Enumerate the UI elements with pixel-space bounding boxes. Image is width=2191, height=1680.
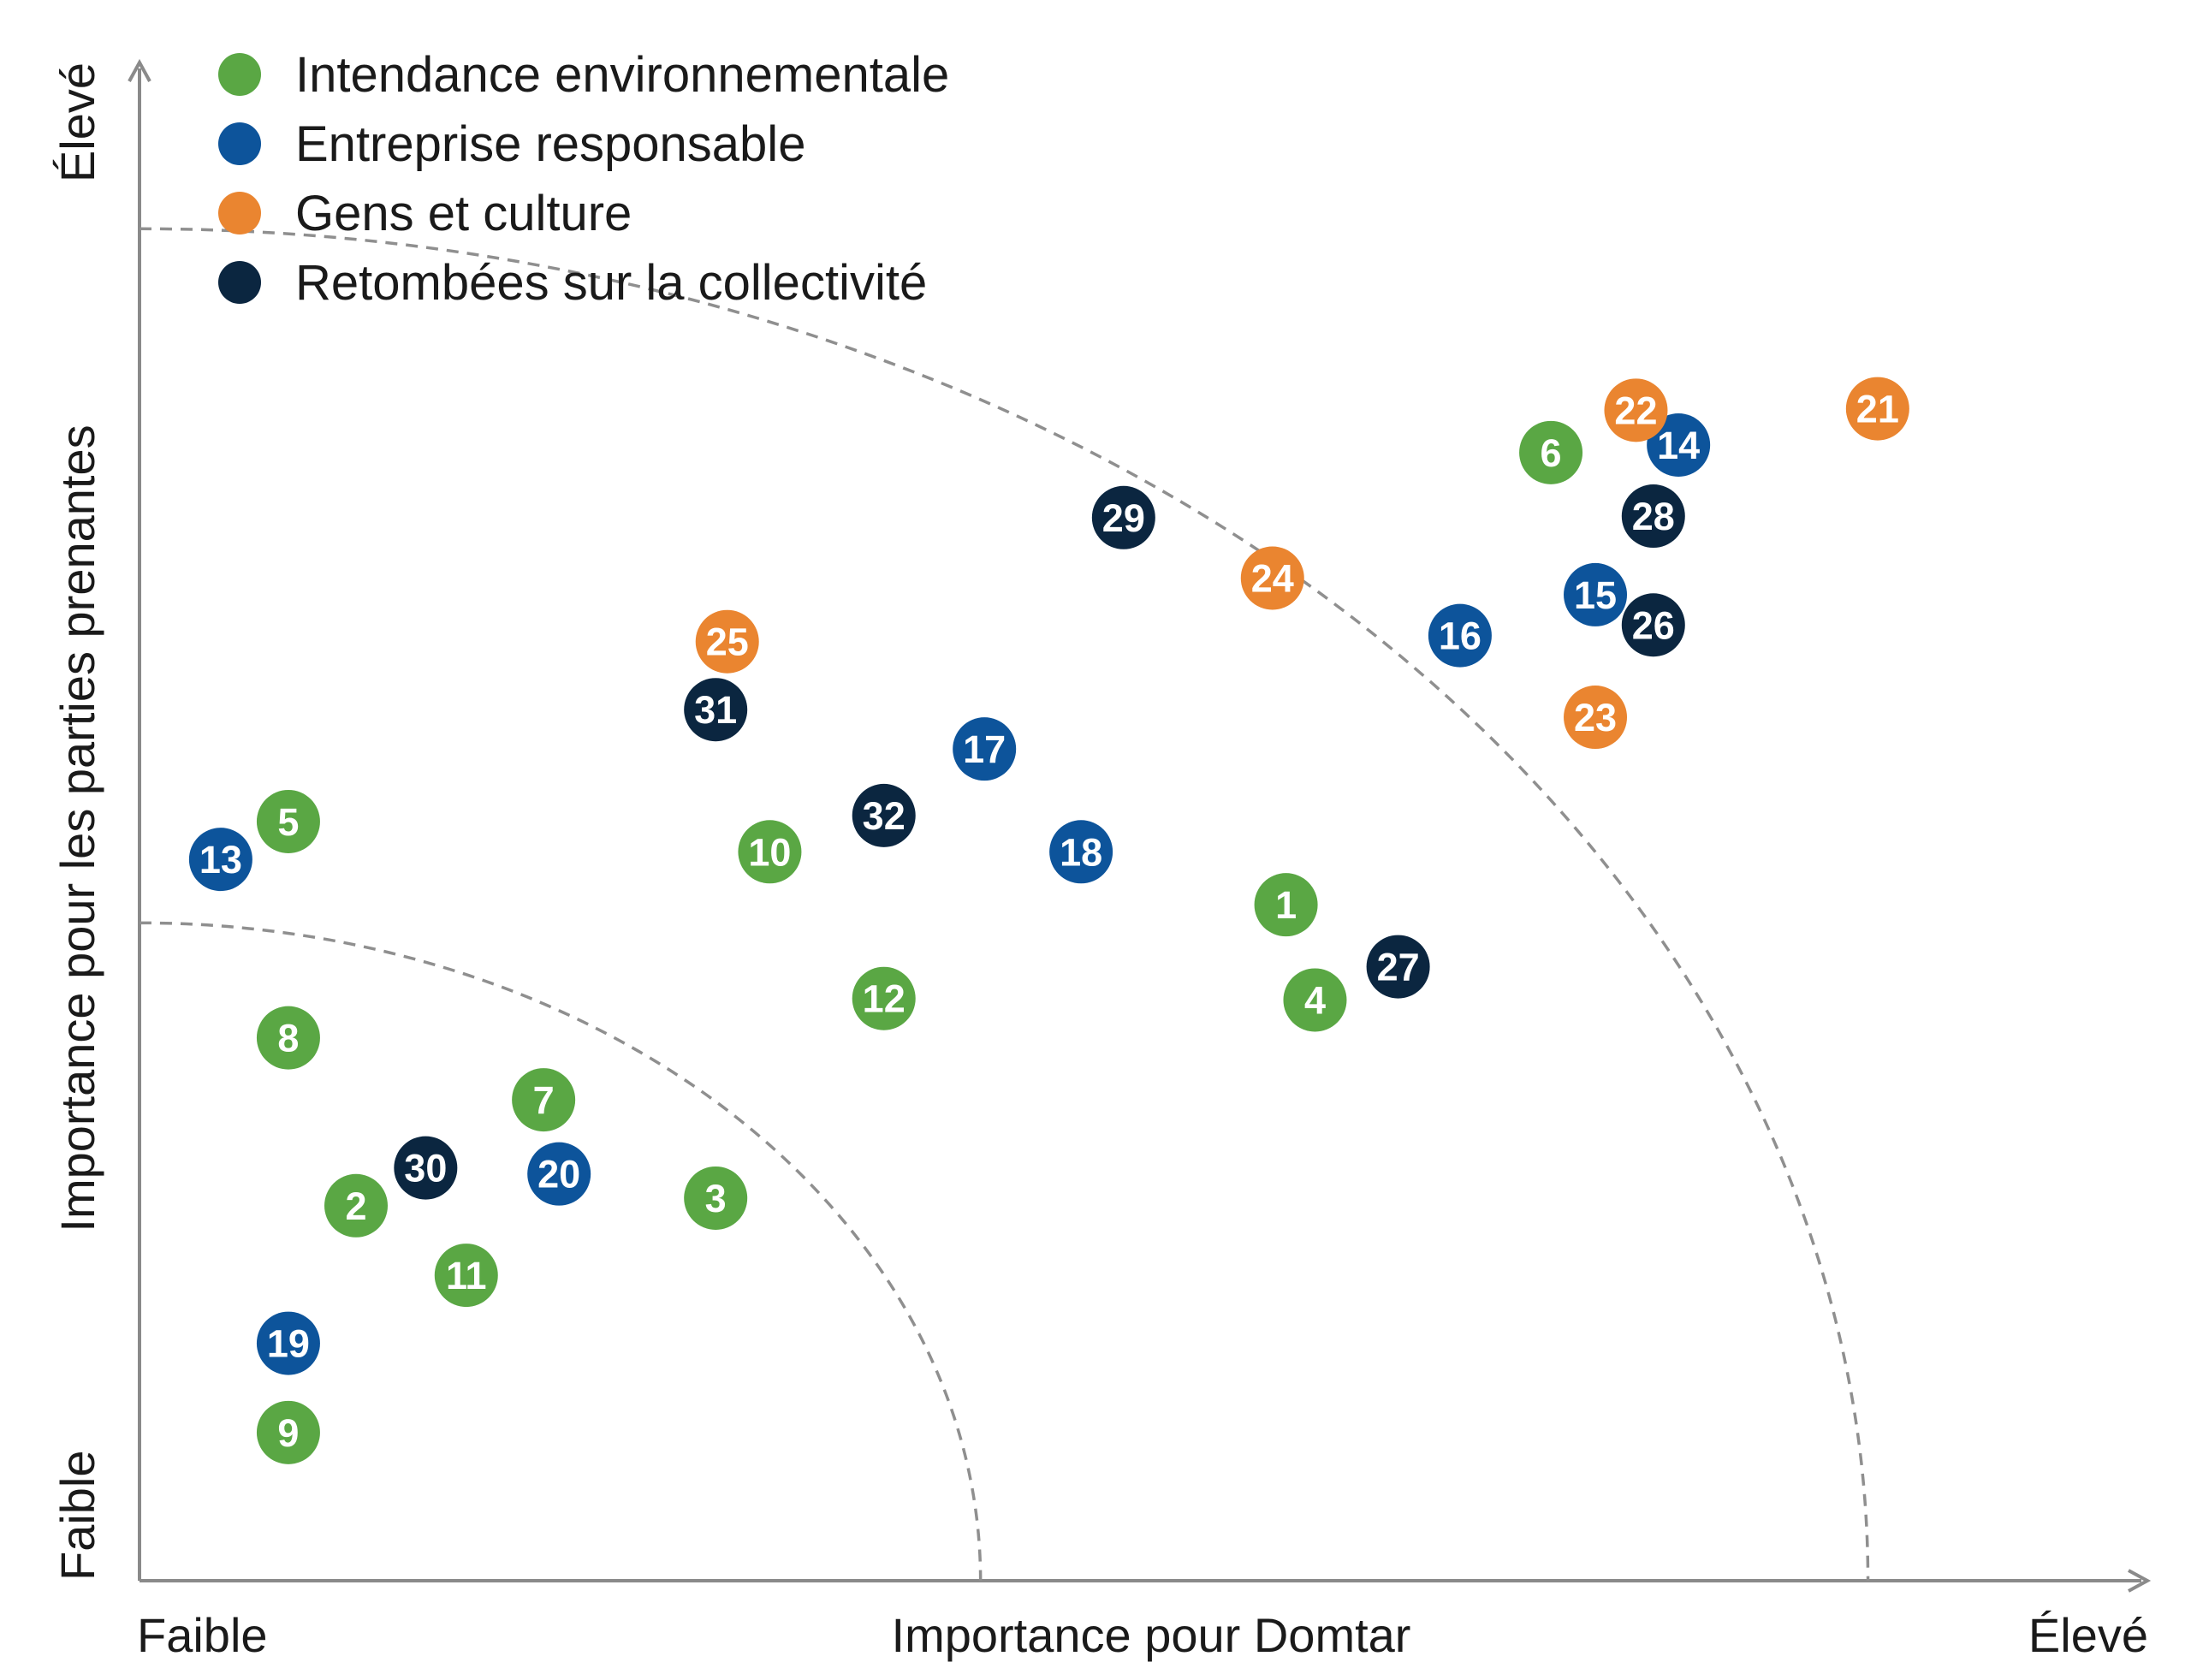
point-label-12: 12 bbox=[863, 977, 905, 1021]
point-3 bbox=[684, 1166, 748, 1230]
point-17 bbox=[953, 717, 1017, 781]
point-label-21: 21 bbox=[1856, 388, 1899, 431]
x-axis-high-label: Élevé bbox=[2028, 1608, 2148, 1662]
point-label-23: 23 bbox=[1574, 696, 1617, 739]
legend-label-business: Entreprise responsable bbox=[295, 116, 805, 172]
point-label-1: 1 bbox=[1275, 883, 1297, 927]
point-22 bbox=[1604, 378, 1668, 442]
point-10 bbox=[738, 820, 802, 884]
point-20 bbox=[527, 1142, 591, 1206]
point-label-7: 7 bbox=[533, 1078, 555, 1122]
point-16 bbox=[1428, 603, 1492, 668]
point-23 bbox=[1564, 686, 1628, 750]
point-7 bbox=[512, 1068, 576, 1132]
point-label-8: 8 bbox=[277, 1017, 299, 1060]
data-points: 12 34567891011121314151617181920212223242… bbox=[188, 377, 1909, 1464]
point-label-6: 6 bbox=[1541, 431, 1562, 475]
point-6 bbox=[1519, 420, 1583, 484]
point-29 bbox=[1091, 485, 1155, 549]
point-label-20: 20 bbox=[537, 1153, 580, 1196]
point-13 bbox=[188, 828, 252, 892]
point-30 bbox=[394, 1136, 458, 1200]
x-axis-low-label: Faible bbox=[137, 1608, 268, 1662]
point-18 bbox=[1049, 820, 1113, 884]
legend-marker-community bbox=[218, 261, 261, 304]
point-label-9: 9 bbox=[277, 1411, 299, 1455]
legend-label-environment: Intendance environnementale bbox=[295, 47, 949, 103]
x-axis-title: Importance pour Domtar bbox=[892, 1608, 1411, 1662]
point-19 bbox=[256, 1311, 320, 1375]
outer-threshold bbox=[139, 227, 1870, 1582]
y-axis-title: Importance pour les parties prenantes bbox=[50, 424, 104, 1232]
point-label-31: 31 bbox=[694, 688, 737, 732]
point-8 bbox=[256, 1006, 320, 1070]
point-label-22: 22 bbox=[1614, 389, 1657, 432]
point-32 bbox=[852, 783, 916, 847]
point-label-4: 4 bbox=[1304, 978, 1326, 1022]
point-label-25: 25 bbox=[706, 620, 749, 664]
point-31 bbox=[684, 678, 748, 742]
point-label-19: 19 bbox=[267, 1322, 310, 1366]
legend-marker-environment bbox=[218, 53, 261, 96]
legend-marker-business bbox=[218, 122, 261, 165]
y-axis-low-label: Faible bbox=[50, 1450, 104, 1581]
point-label-11: 11 bbox=[446, 1254, 487, 1297]
point-label-10: 10 bbox=[748, 830, 791, 874]
point-11 bbox=[434, 1244, 498, 1308]
point-21 bbox=[1845, 377, 1909, 441]
point-label-2: 2 bbox=[345, 1184, 366, 1228]
legend-label-community: Retombées sur la collectivité bbox=[295, 255, 927, 311]
point-15 bbox=[1564, 562, 1628, 626]
point-label-30: 30 bbox=[404, 1147, 447, 1190]
point-label-17: 17 bbox=[963, 727, 1006, 771]
point-1 bbox=[1254, 873, 1318, 937]
axes bbox=[128, 58, 2152, 1593]
point-label-29: 29 bbox=[1102, 496, 1145, 540]
legend-label-people: Gens et culture bbox=[295, 186, 632, 241]
point-2 bbox=[324, 1173, 389, 1238]
point-27 bbox=[1366, 935, 1430, 999]
point-label-24: 24 bbox=[1251, 556, 1294, 600]
threshold-arcs bbox=[139, 227, 1870, 1582]
point-label-16: 16 bbox=[1439, 614, 1481, 658]
point-28 bbox=[1621, 484, 1685, 549]
point-label-26: 26 bbox=[1632, 603, 1675, 647]
legend: Intendance environnementale Entreprise r… bbox=[218, 47, 949, 311]
point-label-14: 14 bbox=[1657, 424, 1700, 467]
point-12 bbox=[852, 966, 916, 1030]
y-axis-high-label: Élevé bbox=[50, 62, 104, 182]
point-label-18: 18 bbox=[1060, 830, 1102, 874]
point-label-32: 32 bbox=[863, 794, 905, 838]
point-14 bbox=[1647, 413, 1711, 477]
x-axis-arrow bbox=[2128, 1569, 2152, 1593]
point-5 bbox=[256, 789, 320, 853]
point-label-15: 15 bbox=[1574, 573, 1617, 617]
y-axis-arrow bbox=[128, 58, 151, 82]
point-label-5: 5 bbox=[277, 800, 299, 844]
point-label-3: 3 bbox=[705, 1177, 727, 1220]
point-24 bbox=[1240, 546, 1304, 610]
point-4 bbox=[1283, 968, 1347, 1032]
point-label-13: 13 bbox=[199, 838, 242, 882]
point-label-28: 28 bbox=[1632, 495, 1675, 538]
point-26 bbox=[1621, 593, 1685, 657]
legend-marker-people bbox=[218, 192, 261, 234]
point-label-27: 27 bbox=[1377, 946, 1420, 989]
point-9 bbox=[256, 1400, 320, 1464]
point-25 bbox=[695, 609, 759, 674]
